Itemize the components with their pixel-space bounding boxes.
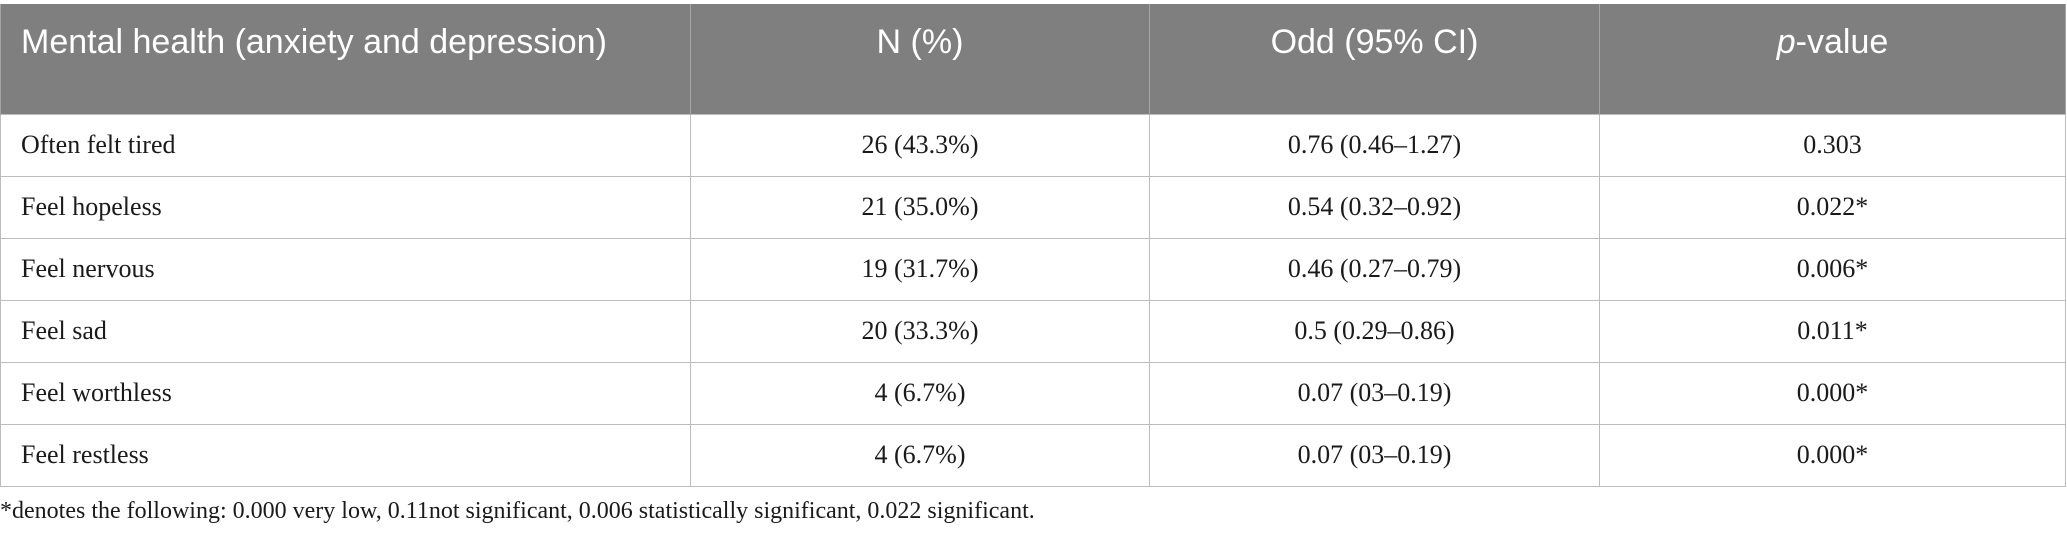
table-row: Feel sad 20 (33.3%) 0.5 (0.29–0.86) 0.01… [0, 299, 2066, 363]
row-p: 0.022* [1599, 175, 2066, 239]
row-label: Feel worthless [0, 361, 691, 425]
table-row: Feel worthless 4 (6.7%) 0.07 (03–0.19) 0… [0, 361, 2066, 425]
header-p-italic: p [1776, 23, 1796, 61]
row-p: 0.006* [1599, 237, 2066, 301]
table-row: Feel hopeless 21 (35.0%) 0.54 (0.32–0.92… [0, 175, 2066, 239]
row-p: 0.011* [1599, 299, 2066, 363]
row-odd: 0.76 (0.46–1.27) [1149, 113, 1600, 177]
row-p: 0.303 [1599, 113, 2066, 177]
row-n: 20 (33.3%) [690, 299, 1150, 363]
table-row: Feel restless 4 (6.7%) 0.07 (03–0.19) 0.… [0, 423, 2066, 487]
table-body: Often felt tired 26 (43.3%) 0.76 (0.46–1… [0, 113, 2066, 487]
header-p-suffix: -value [1795, 23, 1889, 61]
row-n: 19 (31.7%) [690, 237, 1150, 301]
row-odd: 0.07 (03–0.19) [1149, 423, 1600, 487]
header-odds-ratio: Odd (95% CI) [1149, 4, 1600, 114]
row-p: 0.000* [1599, 423, 2066, 487]
row-label: Feel sad [0, 299, 691, 363]
results-table: Mental health (anxiety and depression) N… [0, 4, 2066, 487]
table-row: Often felt tired 26 (43.3%) 0.76 (0.46–1… [0, 113, 2066, 177]
row-n: 21 (35.0%) [690, 175, 1150, 239]
row-p: 0.000* [1599, 361, 2066, 425]
row-label: Feel hopeless [0, 175, 691, 239]
header-p-value: p-value [1599, 4, 2066, 114]
table-header: Mental health (anxiety and depression) N… [0, 4, 2066, 114]
row-odd: 0.5 (0.29–0.86) [1149, 299, 1600, 363]
header-n-percent: N (%) [690, 4, 1150, 114]
table-row: Feel nervous 19 (31.7%) 0.46 (0.27–0.79)… [0, 237, 2066, 301]
header-row: Mental health (anxiety and depression) N… [0, 4, 2066, 114]
row-label: Often felt tired [0, 113, 691, 177]
row-odd: 0.46 (0.27–0.79) [1149, 237, 1600, 301]
row-n: 26 (43.3%) [690, 113, 1150, 177]
row-label: Feel restless [0, 423, 691, 487]
row-n: 4 (6.7%) [690, 423, 1150, 487]
results-table-container: Mental health (anxiety and depression) N… [0, 4, 2066, 487]
row-odd: 0.07 (03–0.19) [1149, 361, 1600, 425]
row-odd: 0.54 (0.32–0.92) [1149, 175, 1600, 239]
row-n: 4 (6.7%) [690, 361, 1150, 425]
header-mental-health: Mental health (anxiety and depression) [0, 4, 691, 114]
row-label: Feel nervous [0, 237, 691, 301]
table-footnote: *denotes the following: 0.000 very low, … [0, 498, 1035, 524]
